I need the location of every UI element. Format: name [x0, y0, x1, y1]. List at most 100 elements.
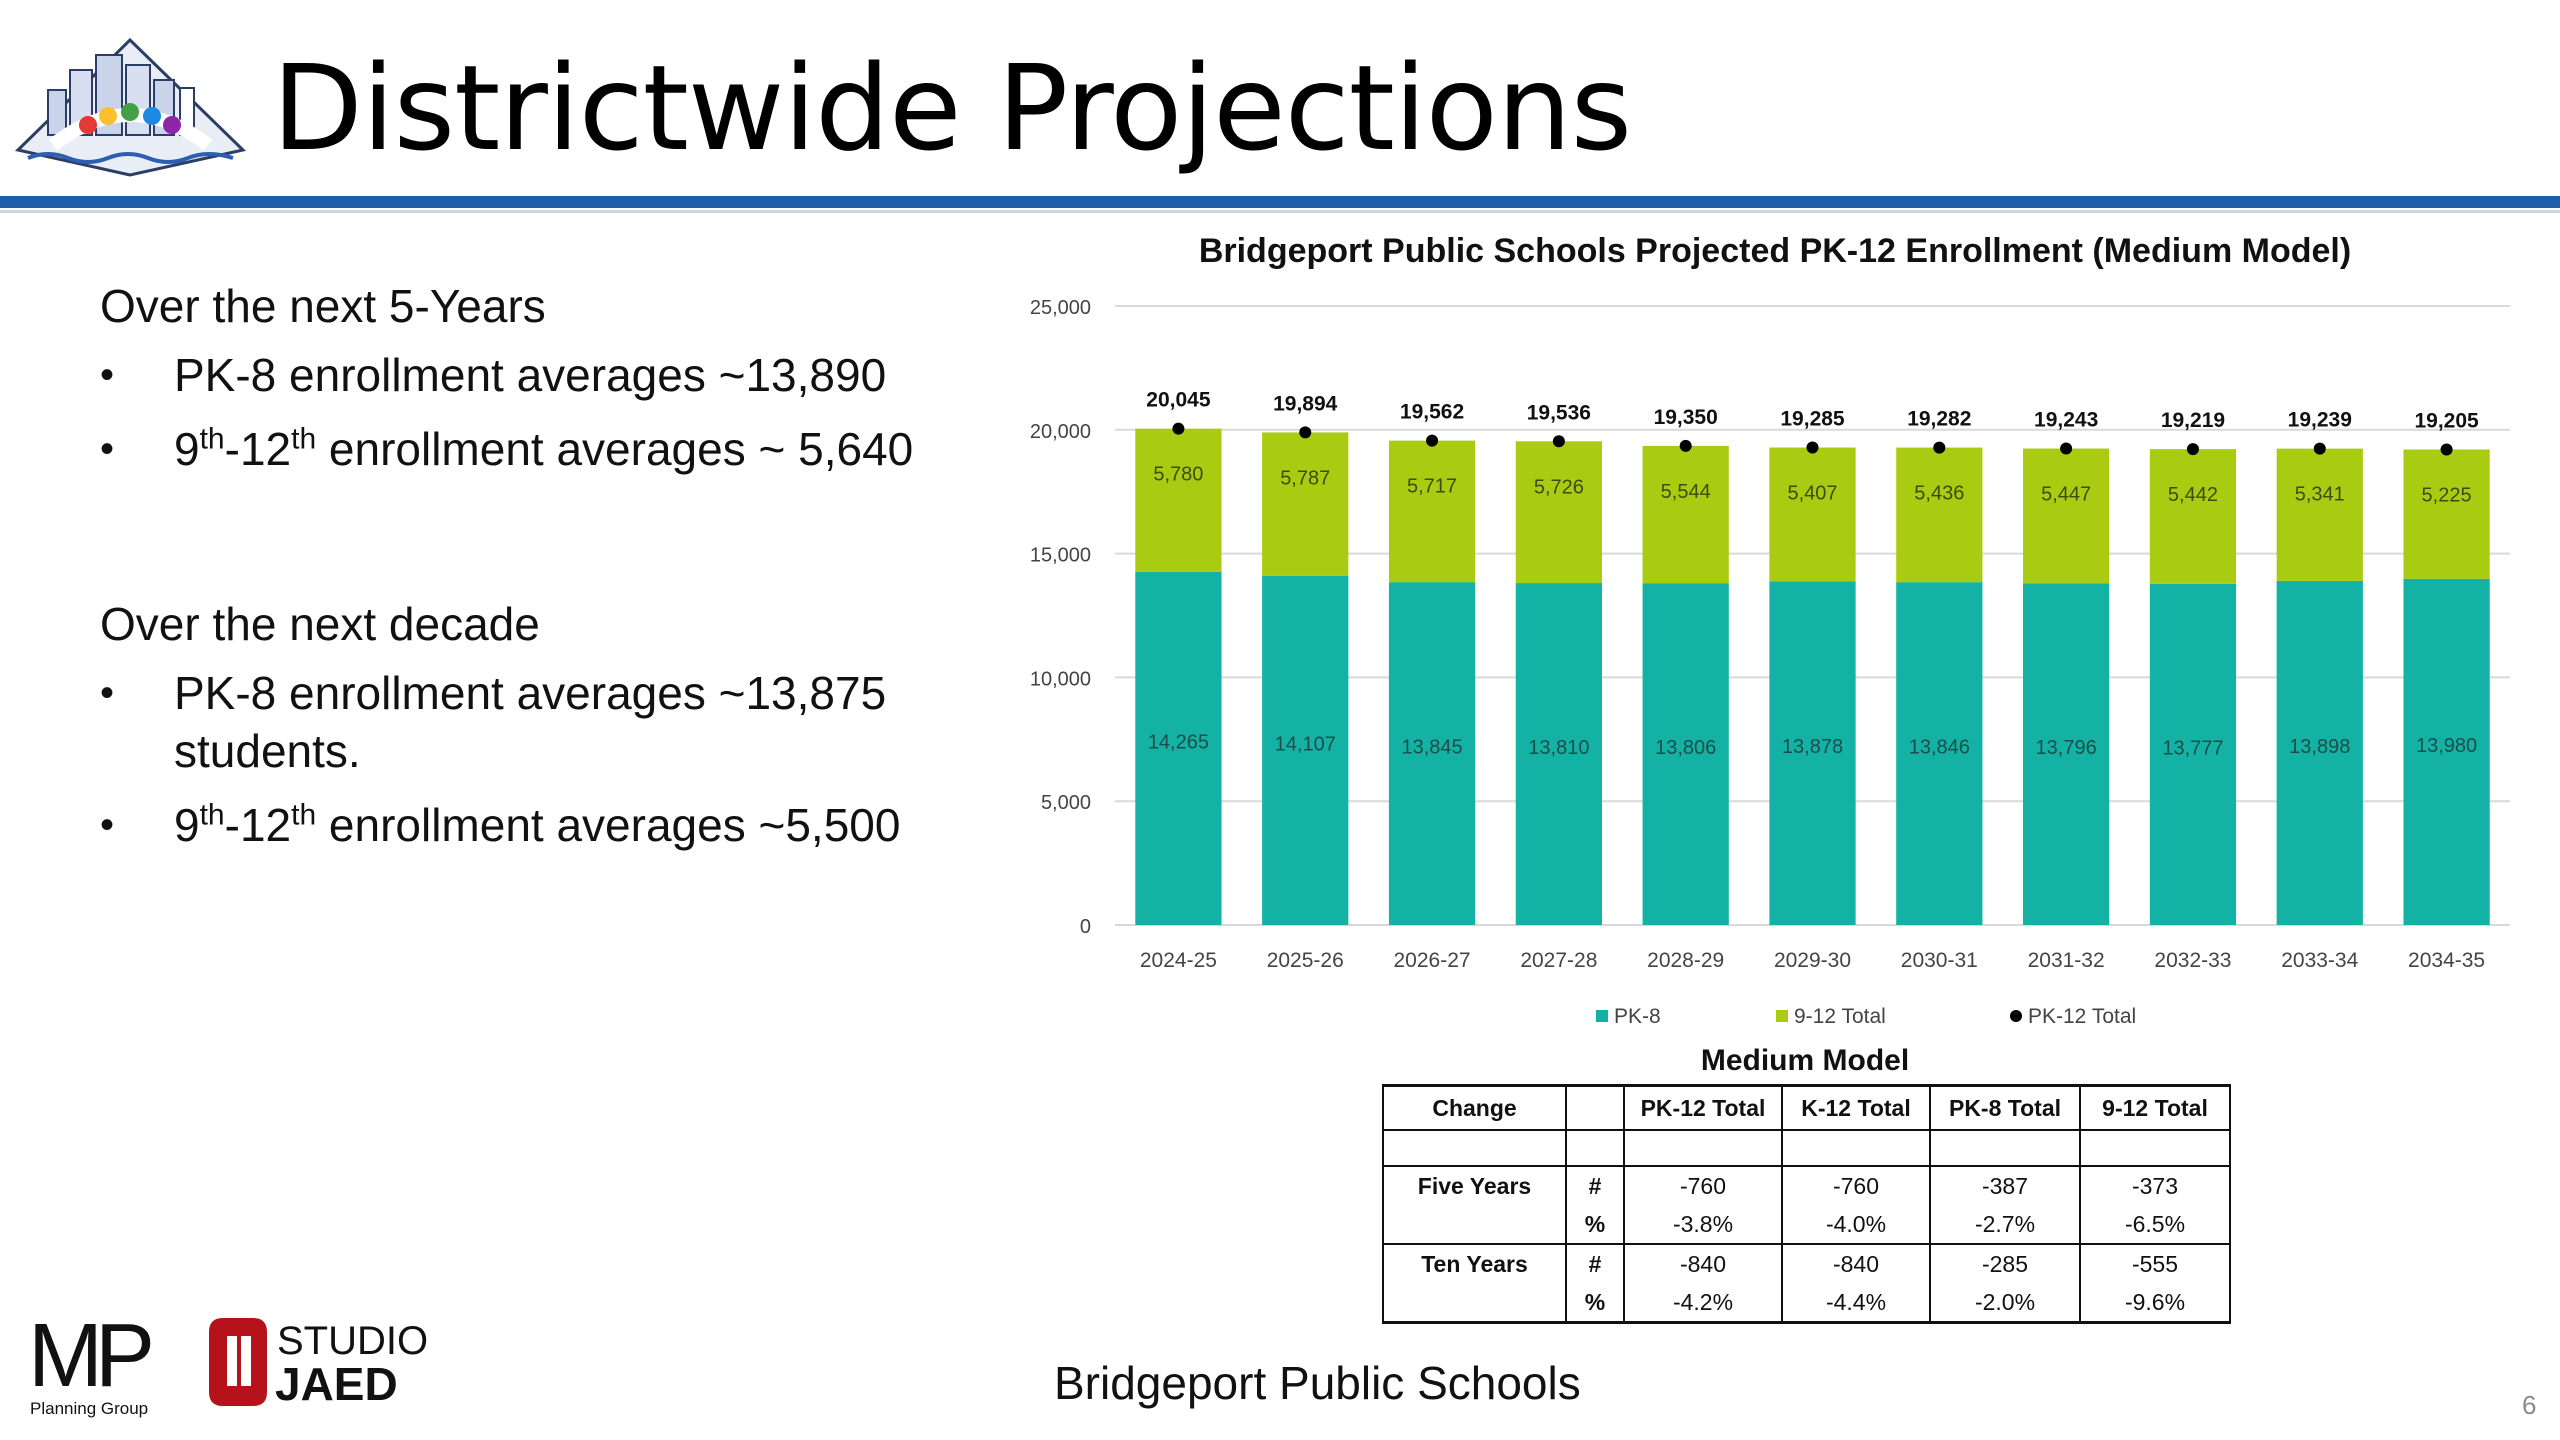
bullet-912-decade: 9th-12th enrollment averages ~5,500 — [100, 796, 1000, 854]
data-label-pk8: 13,846 — [1909, 737, 1970, 759]
header-k12: K-12 Total — [1781, 1084, 1931, 1131]
section-heading-decade: Over the next decade — [100, 598, 540, 650]
bar-segment-9-12 — [1388, 440, 1476, 583]
data-label-pk8: 14,107 — [1275, 733, 1336, 755]
x-tick-label: 2028-29 — [1647, 949, 1724, 972]
data-label-9-12: 5,544 — [1661, 481, 1711, 503]
bar-segment-pk8 — [1896, 582, 1983, 925]
table-cell: -2.0% — [1929, 1283, 2081, 1324]
table-row: % -4.2% -4.4% -2.0% -9.6% — [1382, 1283, 2231, 1324]
table-cell: -373 — [2079, 1166, 2231, 1205]
bar-segment-9-12 — [2403, 449, 2490, 579]
table-row: % -3.8% -4.0% -2.7% -6.5% — [1382, 1205, 2231, 1245]
data-label-9-12: 5,341 — [2295, 484, 2345, 506]
x-tick-label: 2032-33 — [2154, 949, 2231, 972]
enrollment-chart: 0 5,000 10,000 15,000 20,000 25,000 14,265 5,78… — [1030, 297, 2510, 1028]
data-label-total: 19,239 — [2288, 409, 2352, 432]
chart-title: Bridgeport Public Schools Projected PK-1… — [1198, 232, 2352, 270]
data-label-9-12: 5,225 — [2422, 484, 2472, 506]
data-label-9-12: 5,407 — [1787, 483, 1837, 505]
legend-label: PK-12 Total — [2028, 1005, 2136, 1028]
mp-logo-letters: MP — [28, 1310, 151, 1406]
data-label-9-12: 5,436 — [1914, 483, 1964, 505]
bullet-text: 9 — [174, 423, 200, 475]
x-tick-label: 2029-30 — [1774, 949, 1851, 972]
total-marker — [1426, 434, 1439, 447]
table-spacer-row — [1382, 1130, 2231, 1167]
data-label-total: 19,282 — [1907, 408, 1971, 431]
table-cell — [2079, 1130, 2231, 1167]
table-cell: -9.6% — [2079, 1283, 2231, 1324]
total-marker — [1679, 439, 1692, 452]
studio-logo-bottom: JAED — [275, 1358, 398, 1410]
data-label-pk8: 13,810 — [1528, 737, 1589, 759]
superscript: th — [291, 422, 317, 456]
data-label-9-12: 5,717 — [1407, 476, 1457, 498]
summary-bullets: Over the next 5-Years PK-8 enrollment av… — [100, 272, 1000, 870]
data-label-9-12: 5,787 — [1280, 467, 1330, 489]
total-marker — [2313, 442, 2326, 455]
section-heading-5-years: Over the next 5-Years — [100, 280, 546, 332]
bullet-text: 9 — [174, 799, 200, 851]
bullet-912-5yr: 9th-12th enrollment averages ~ 5,640 — [100, 420, 1000, 478]
bar-segment-pk8 — [2023, 583, 2110, 925]
header-pk8: PK-8 Total — [1929, 1084, 2081, 1131]
x-tick-label: 2024-25 — [1140, 949, 1217, 972]
table-cell — [1623, 1130, 1783, 1167]
data-label-9-12: 5,447 — [2041, 484, 2091, 506]
bullet-pk8-decade: PK-8 enrollment averages ~13,875 student… — [100, 664, 954, 780]
y-tick-label: 20,000 — [1030, 421, 1091, 443]
table-cell: -760 — [1623, 1166, 1783, 1205]
page-number: 6 — [2522, 1390, 2537, 1420]
bar-segment-9-12 — [1769, 447, 1856, 582]
row-label-empty — [1382, 1283, 1567, 1324]
data-label-9-12: 5,442 — [2168, 484, 2218, 506]
data-label-total: 19,243 — [2034, 409, 2098, 432]
bullet-list-decade: PK-8 enrollment averages ~13,875 student… — [100, 664, 1000, 854]
total-marker — [1552, 435, 1565, 448]
footer-text: Bridgeport Public Schools — [1054, 1357, 1581, 1409]
table-cell: -2.7% — [1929, 1205, 2081, 1245]
table-cell: -555 — [2079, 1244, 2231, 1283]
bar-segment-9-12 — [2276, 448, 2363, 581]
bar-segment-pk8 — [1262, 575, 1349, 925]
legend-label: 9-12 Total — [1794, 1005, 1886, 1028]
bar-segment-9-12 — [2023, 448, 2110, 584]
header-change: Change — [1382, 1084, 1567, 1131]
table-cell: -840 — [1623, 1244, 1783, 1283]
superscript: th — [291, 798, 317, 832]
data-label-9-12: 5,726 — [1534, 476, 1584, 498]
data-label-total: 19,219 — [2161, 409, 2225, 432]
table-cell — [1929, 1130, 2081, 1167]
total-marker — [1806, 441, 1819, 454]
total-marker — [2060, 442, 2073, 455]
table-cell: -3.8% — [1623, 1205, 1783, 1245]
data-label-total: 19,562 — [1400, 401, 1464, 424]
studio-jaed-logo: STUDIO JAED — [209, 1318, 428, 1410]
mp-planning-group-logo: MP Planning Group — [28, 1310, 159, 1418]
row-label: Five Years — [1382, 1166, 1567, 1205]
header-symbol — [1565, 1084, 1625, 1131]
district-logo — [14, 37, 247, 177]
bullet-text: -12 — [224, 799, 292, 851]
x-tick-label: 2027-28 — [1520, 949, 1597, 972]
total-marker — [2186, 443, 2199, 456]
mp-logo-caption: Planning Group — [30, 1399, 148, 1418]
data-label-9-12: 5,780 — [1153, 464, 1203, 486]
table-cell: -760 — [1781, 1166, 1931, 1205]
bullet-text: -12 — [224, 423, 292, 475]
data-label-total: 19,285 — [1780, 408, 1845, 431]
x-tick-label: 2033-34 — [2281, 949, 2358, 972]
bar-segment-pk8 — [2403, 578, 2490, 925]
data-label-total: 19,536 — [1527, 401, 1591, 424]
bar-segment-pk8 — [1388, 582, 1476, 925]
row-label: Ten Years — [1382, 1244, 1567, 1283]
data-label-pk8: 13,777 — [2162, 737, 2223, 759]
data-label-total: 19,894 — [1273, 392, 1338, 415]
bullet-list-5-years: PK-8 enrollment averages ~13,890 9th-12t… — [100, 346, 1000, 478]
table-cell — [1781, 1130, 1931, 1167]
y-tick-label: 15,000 — [1030, 545, 1091, 567]
slide-title: Districtwide Projections — [272, 39, 1632, 177]
header-pk12: PK-12 Total — [1623, 1084, 1783, 1131]
data-label-pk8: 13,980 — [2416, 735, 2477, 757]
